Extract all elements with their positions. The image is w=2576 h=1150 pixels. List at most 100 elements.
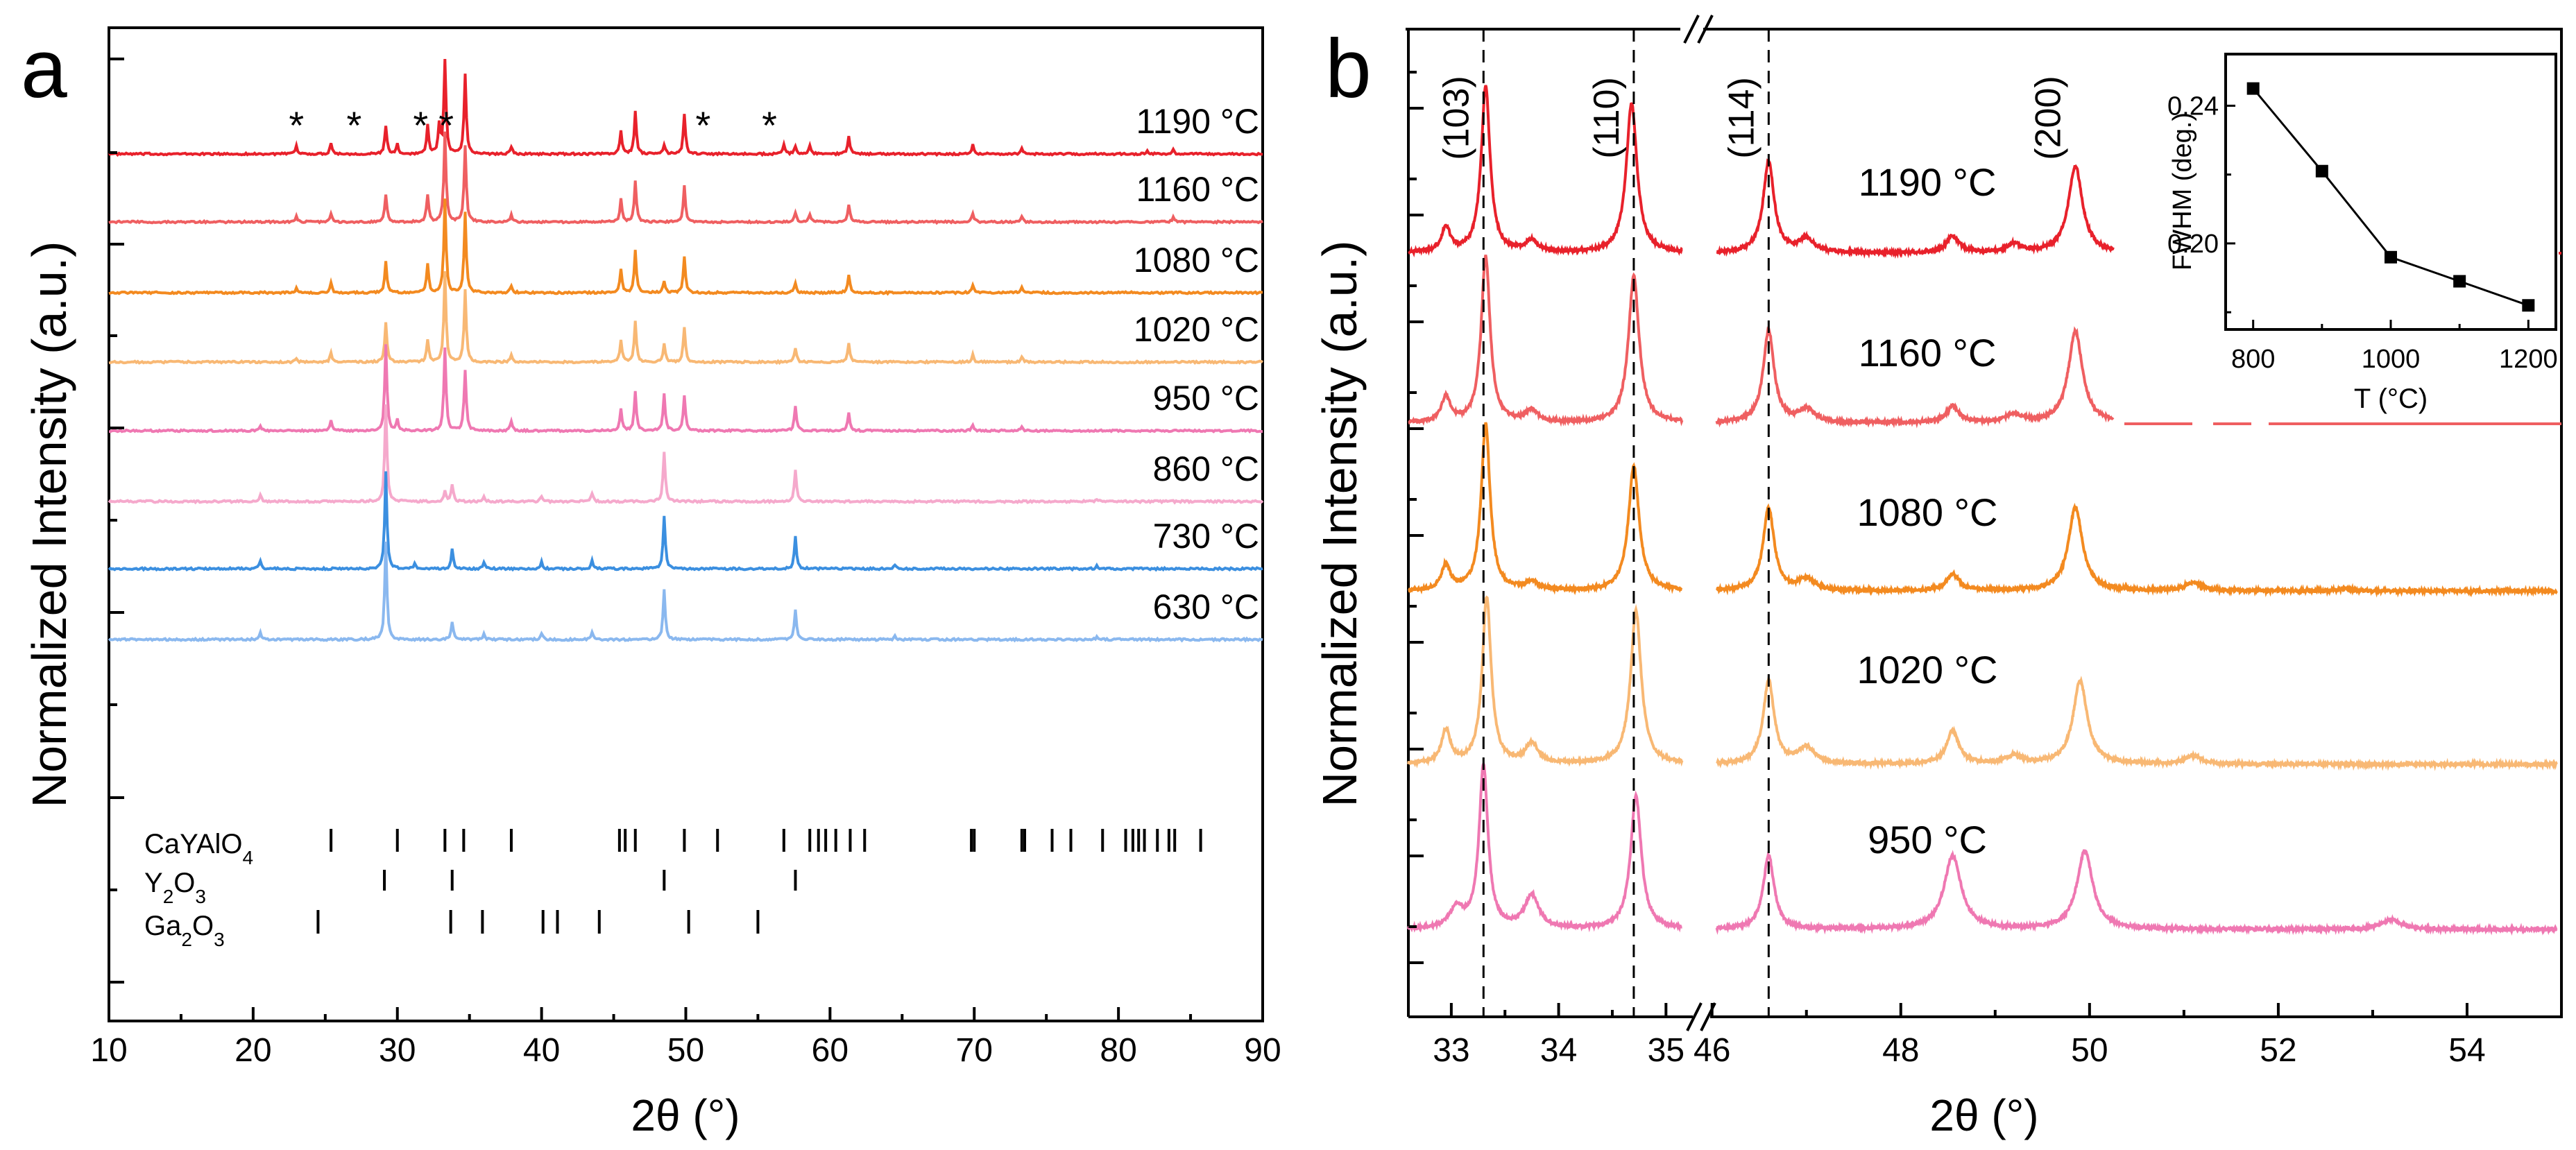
panel-a-xticks: 10 20 30 40 50 60 70 80 90 <box>90 1007 1281 1069</box>
inset-xtick-label: 1000 <box>2362 345 2421 374</box>
inset-xtick-label: 800 <box>2231 345 2275 374</box>
panel-b-x-axis-label: 2θ (°) <box>1929 1090 2038 1140</box>
inset-point <box>2522 299 2535 312</box>
trace-a-950 <box>109 344 1263 434</box>
impurity-asterisk: * <box>696 103 711 147</box>
trace-a-1080 <box>108 198 1263 296</box>
panel-a-yticks <box>109 58 124 984</box>
inset-xtick-label: 1200 <box>2499 345 2558 374</box>
panel-b-dashed-lines <box>1482 29 1770 1017</box>
inset-point <box>2315 164 2328 178</box>
peak-label: (200) <box>2028 76 2068 160</box>
trace-a-1020 <box>108 271 1263 366</box>
panel-a-xtick-label: 80 <box>1100 1032 1136 1069</box>
panel-b-traces: 1190 °C 1160 °C 1080 °C 1020 °C 950 °C <box>1407 85 2561 936</box>
trace-b-1020 <box>1716 675 2558 771</box>
panel-b-y-axis-label: Normalized Intensity (a.u.) <box>1313 241 1367 807</box>
inset-ticks: 800 1000 1200 0.20 0.24 <box>2167 92 2558 374</box>
trace-label-b: 950 °C <box>1868 818 1987 861</box>
panel-a-xtick-label: 10 <box>90 1032 127 1069</box>
inset-data <box>2246 82 2535 312</box>
trace-label-a: 860 °C <box>1153 449 1259 488</box>
inset-ytick-label: 0.24 <box>2167 92 2219 121</box>
trace-label-b: 1080 °C <box>1857 490 1998 534</box>
trace-label-a: 1190 °C <box>1136 102 1259 141</box>
panel-a-xtick-label: 40 <box>523 1032 560 1069</box>
axis-break-bottom-2 <box>1700 1002 1716 1031</box>
panel-b-xtick-label: 35 <box>1648 1032 1684 1069</box>
panel-b-xtick-label: 48 <box>1882 1032 1919 1069</box>
reference-label: CaYAlO4 <box>144 829 253 868</box>
impurity-asterisk: * <box>413 103 428 147</box>
panel-a-xtick-label: 60 <box>812 1032 848 1069</box>
impurity-asterisk: * <box>762 103 777 147</box>
inset-ytick-label: 0.20 <box>2167 230 2219 259</box>
trace-label-a: 1020 °C <box>1134 310 1259 349</box>
panel-letter-a: a <box>21 22 67 115</box>
inset-frame <box>2224 53 2557 331</box>
peak-label: (110) <box>1587 77 1627 159</box>
fwhm-inset: 800 1000 1200 0.20 0.24 T (°C) FWHM (deg.) <box>2167 53 2558 414</box>
panel-b-peak-labels: (103) (110) (114) (200) <box>1436 76 2068 160</box>
trace-label-a: 730 °C <box>1153 517 1259 556</box>
panel-b-xticks: 33 34 35 46 48 50 52 54 <box>1433 1003 2486 1069</box>
trace-label-a: 1160 °C <box>1136 170 1259 209</box>
trace-label-a: 1080 °C <box>1134 241 1259 280</box>
panel-b-xtick-label: 54 <box>2448 1032 2485 1069</box>
trace-a-860 <box>108 404 1264 505</box>
panel-a-xtick-label: 30 <box>379 1032 416 1069</box>
peak-label: (114) <box>1721 77 1762 159</box>
trace-label-a: 950 °C <box>1153 379 1259 418</box>
panel-b-yticks <box>1408 71 1424 964</box>
panel-b-xtick-label: 34 <box>1540 1032 1577 1069</box>
trace-label-b: 1020 °C <box>1857 648 1998 692</box>
panel-a-frame <box>108 26 1264 1022</box>
axis-break-bottom-1 <box>1686 1002 1703 1031</box>
peak-label: (103) <box>1436 76 1476 160</box>
panel-b-xtick-label: 33 <box>1433 1032 1469 1069</box>
panel-letter-b: b <box>1325 22 1372 115</box>
impurity-asterisk: * <box>346 103 361 147</box>
panel-a-traces: 1190 °C 1160 °C 1080 °C 1020 °C 950 °C 860 °C… <box>108 59 1264 643</box>
trace-b-1190 <box>1716 157 2115 259</box>
reference-label: Y2O3 <box>144 868 206 907</box>
trace-label-b: 1160 °C <box>1859 331 1997 375</box>
impurity-asterisk: * <box>289 103 304 147</box>
panel-b-xtick-label: 50 <box>2071 1032 2108 1069</box>
impurity-asterisk: * <box>438 103 454 147</box>
trace-a-730 <box>108 471 1263 572</box>
reference-label: Ga2O3 <box>144 911 225 950</box>
trace-a-1160 <box>108 131 1263 225</box>
trace-b-950 <box>1407 759 1682 934</box>
panel-a-impurity-markers: * * * * * * <box>289 103 777 147</box>
trace-b-1160 <box>1408 255 1684 427</box>
inset-y-axis-label: FWHM (deg.) <box>2168 112 2197 271</box>
inset-point <box>2453 275 2466 288</box>
panel-a-xtick-label: 20 <box>234 1032 271 1069</box>
trace-b-1020 <box>1407 595 1684 769</box>
panel-a-xtick-label: 70 <box>956 1032 993 1069</box>
panel-a: 1190 °C 1160 °C 1080 °C 1020 °C 950 °C 860 °C… <box>22 26 1281 1140</box>
trace-b-1080 <box>1408 422 1683 596</box>
panel-b-xtick-label: 52 <box>2260 1032 2296 1069</box>
trace-a-1190 <box>108 59 1263 157</box>
panel-a-x-axis-label: 2θ (°) <box>631 1090 740 1140</box>
axis-break-marks <box>1683 15 1716 1031</box>
trace-b-950 <box>1715 849 2558 936</box>
trace-b-1160 <box>1715 326 2115 429</box>
panel-a-xtick-label: 50 <box>667 1032 704 1069</box>
inset-point <box>2385 250 2397 264</box>
panel-b-xtick-label: 46 <box>1694 1032 1730 1069</box>
panel-a-y-axis-label: Normalized Intensity (a.u.) <box>22 241 76 808</box>
inset-x-axis-label: T (°C) <box>2354 384 2428 414</box>
trace-b-1190 <box>1408 85 1683 258</box>
trace-a-630 <box>108 541 1263 643</box>
inset-point <box>2246 82 2260 95</box>
axis-break-top-2 <box>1697 15 1714 44</box>
axis-break-top-1 <box>1683 15 1700 44</box>
trace-label-b: 1190 °C <box>1859 160 1997 204</box>
trace-label-a: 630 °C <box>1153 587 1259 626</box>
